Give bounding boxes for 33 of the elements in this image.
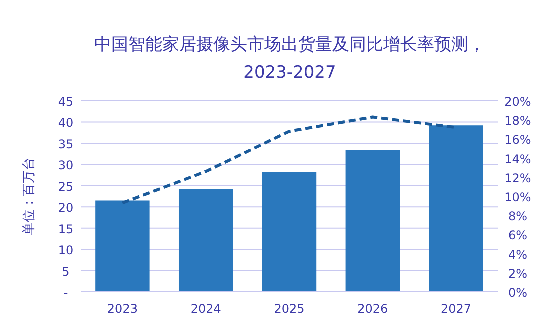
y-tick-label: 15 (58, 222, 74, 236)
y2-tick-label: 8% (508, 210, 528, 224)
y2-tick-label: 12% (504, 171, 532, 186)
y-tick-label: 20 (58, 201, 74, 216)
y-tick-label: 45 (58, 95, 74, 109)
bar (346, 150, 400, 292)
y2-tick-label: 4% (508, 248, 528, 262)
x-tick-label: 2024 (190, 302, 222, 316)
y2-tick-label: 0% (508, 286, 528, 300)
bar (96, 200, 150, 292)
x-tick-label: 2023 (107, 302, 138, 316)
x-tick-label: 2026 (358, 302, 388, 316)
y2-tick-label: 18% (504, 114, 532, 128)
y-tick-label: 30 (58, 158, 74, 173)
y2-tick-label: 14% (504, 152, 532, 166)
y-tick-label: - (64, 286, 68, 300)
y2-tick-label: 20% (504, 95, 532, 109)
y-tick-label: 5 (62, 264, 70, 279)
y-tick-label: 25 (58, 180, 74, 194)
chart-title: 中国智能家居摄像头市场出货量及同比增长率预测，2023-2027 (94, 35, 486, 83)
y2-tick-label: 16% (504, 133, 532, 148)
bar (178, 189, 234, 292)
y2-tick-label: 6% (508, 228, 528, 243)
y-axis-title: 单位：百万台 (22, 158, 37, 236)
y2-tick-label: 2% (508, 266, 528, 281)
y2-tick-label: 10% (504, 190, 532, 204)
y-tick-label: 10 (58, 244, 74, 258)
bar (262, 172, 317, 292)
x-tick-label: 2027 (441, 302, 472, 316)
bar (429, 126, 484, 292)
y-tick-label: 40 (58, 116, 74, 130)
y-tick-label: 35 (58, 137, 74, 152)
x-tick-label: 2025 (274, 302, 305, 316)
